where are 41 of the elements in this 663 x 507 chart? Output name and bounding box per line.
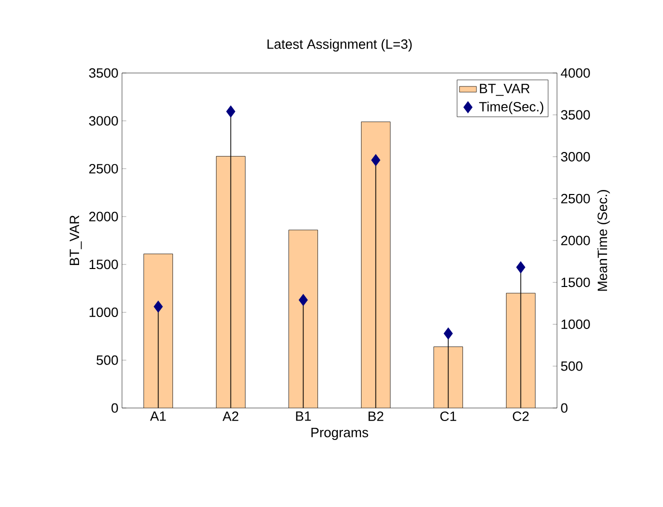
y-axis-title: BT_VAR (70, 215, 82, 266)
x-tick-label: B1 (296, 412, 311, 421)
y-tick-label: 2000 (89, 212, 118, 222)
x-tick-label: C1 (440, 412, 456, 422)
bar (361, 122, 390, 408)
legend-label: Time(Sec.) (479, 102, 544, 114)
y2-tick-label: 3000 (561, 152, 590, 162)
y-tick-label: 2500 (89, 164, 118, 174)
bar (216, 156, 246, 408)
y-tick-label: 1500 (90, 260, 118, 270)
point (226, 106, 236, 118)
y2-tick-label: 4000 (560, 68, 590, 78)
y2-tick-label: 500 (561, 361, 582, 371)
y-tick-label: 0 (112, 403, 118, 413)
x-axis-title: Programs (311, 428, 368, 440)
y2-tick-label: 1000 (562, 319, 590, 330)
y-tick-label: 3000 (89, 116, 118, 126)
x-tick-label: A1 (150, 412, 166, 421)
x-tick-label: C2 (512, 412, 529, 422)
point (516, 261, 526, 274)
point (298, 294, 308, 306)
y-tick-label: 3500 (89, 68, 118, 78)
y2-tick-label: 2500 (561, 194, 590, 204)
legend-label: BT_VAR (480, 84, 530, 96)
point (154, 300, 163, 313)
x-tick-label: B2 (368, 412, 384, 421)
bar (288, 230, 318, 408)
bar (506, 292, 536, 408)
bar (434, 346, 463, 408)
y-tick-label: 500 (96, 355, 118, 365)
y2-tick-label: 2000 (561, 236, 590, 246)
x-tick-label: A2 (222, 412, 238, 421)
chart-title: Latest Assignment (L=3) (268, 39, 412, 52)
y2-tick-label: 1500 (562, 278, 590, 288)
y2-tick-label: 0 (561, 403, 568, 413)
y-tick-label: 1000 (90, 308, 118, 318)
point (371, 154, 380, 166)
y2-axis-title: MeanTime (Sec.) (597, 190, 610, 291)
point (444, 328, 453, 340)
bar (144, 254, 173, 408)
y2-tick-label: 3500 (561, 110, 590, 120)
